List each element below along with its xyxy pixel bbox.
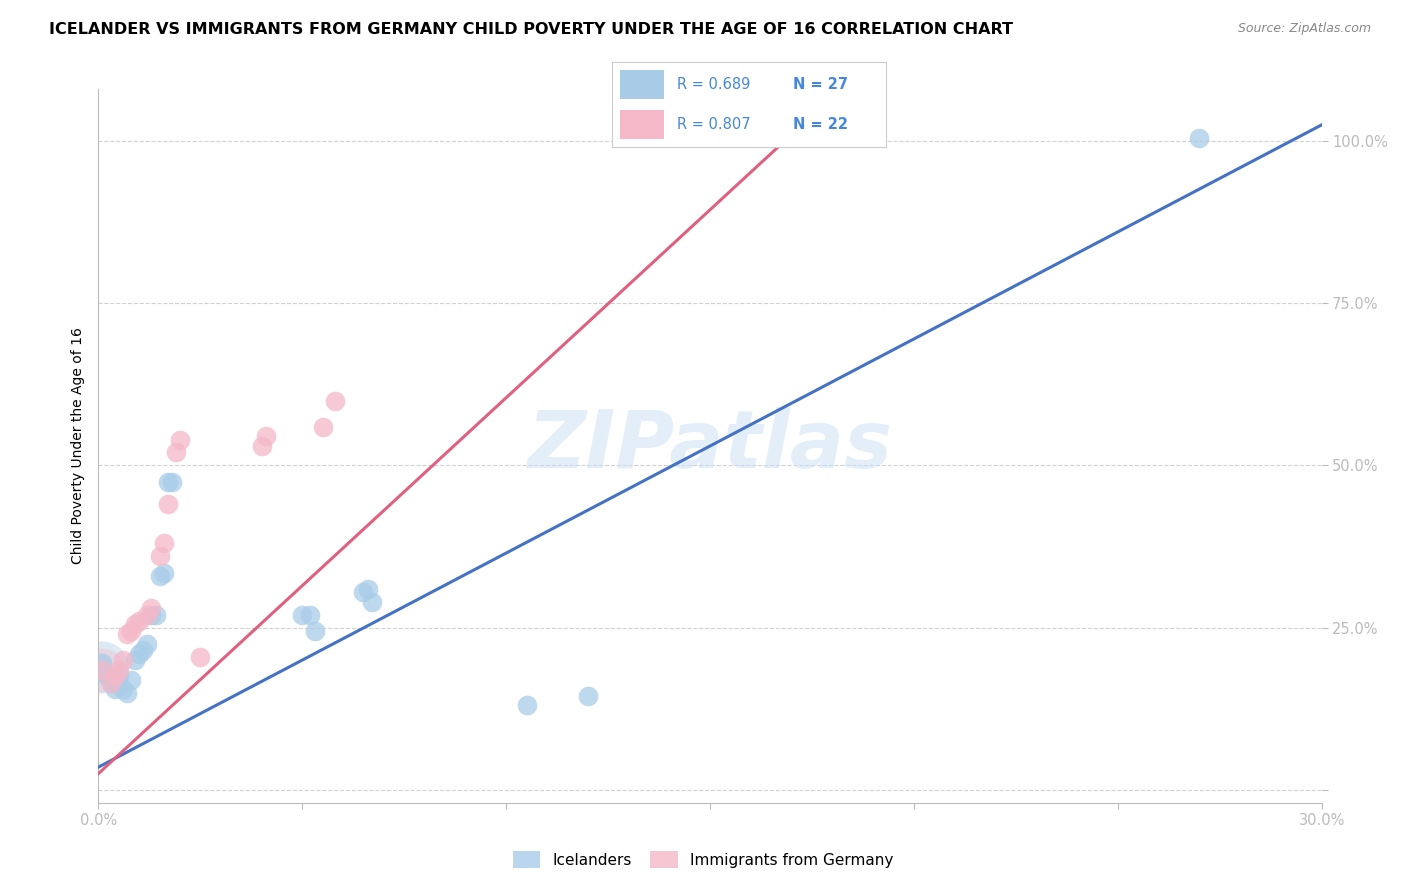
Point	[169, 433, 191, 447]
Text: R = 0.807: R = 0.807	[678, 117, 751, 132]
Point	[360, 595, 382, 609]
FancyBboxPatch shape	[620, 70, 664, 99]
Point	[91, 659, 114, 673]
Point	[323, 393, 346, 408]
Legend: Icelanders, Immigrants from Germany: Icelanders, Immigrants from Germany	[505, 844, 901, 875]
Point	[128, 614, 150, 628]
Text: ICELANDER VS IMMIGRANTS FROM GERMANY CHILD POVERTY UNDER THE AGE OF 16 CORRELATI: ICELANDER VS IMMIGRANTS FROM GERMANY CHI…	[49, 22, 1014, 37]
Point	[136, 607, 159, 622]
Point	[761, 131, 783, 145]
Point	[149, 549, 172, 564]
Point	[124, 617, 146, 632]
Point	[108, 663, 131, 677]
Point	[108, 669, 131, 683]
Point	[91, 657, 114, 671]
Point	[91, 663, 114, 677]
Point	[299, 607, 322, 622]
Point	[1188, 131, 1211, 145]
Point	[141, 607, 163, 622]
Text: ZIPatlas: ZIPatlas	[527, 407, 893, 485]
Point	[149, 568, 172, 582]
Point	[291, 607, 314, 622]
Point	[516, 698, 538, 713]
Point	[156, 475, 179, 489]
Point	[115, 685, 138, 699]
Point	[128, 647, 150, 661]
FancyBboxPatch shape	[620, 110, 664, 139]
Point	[111, 653, 134, 667]
Point	[576, 689, 599, 703]
Point	[111, 682, 134, 697]
Point	[136, 637, 159, 651]
Point	[156, 497, 179, 511]
Point	[152, 566, 174, 580]
Text: N = 22: N = 22	[793, 117, 848, 132]
Point	[165, 445, 187, 459]
Point	[254, 429, 277, 443]
Point	[104, 669, 127, 683]
Point	[91, 663, 114, 677]
Text: Source: ZipAtlas.com: Source: ZipAtlas.com	[1237, 22, 1371, 36]
Point	[100, 675, 122, 690]
Point	[132, 643, 155, 657]
Point	[250, 439, 273, 453]
Point	[145, 607, 167, 622]
Point	[152, 536, 174, 550]
Point	[312, 419, 335, 434]
Point	[124, 653, 146, 667]
Point	[304, 624, 326, 638]
Point	[100, 675, 122, 690]
Point	[115, 627, 138, 641]
Point	[96, 669, 118, 683]
Point	[120, 673, 142, 687]
Point	[141, 601, 163, 615]
Y-axis label: Child Poverty Under the Age of 16: Child Poverty Under the Age of 16	[70, 327, 84, 565]
Point	[104, 682, 127, 697]
Point	[120, 624, 142, 638]
Point	[188, 649, 212, 664]
Point	[160, 475, 183, 489]
Text: N = 27: N = 27	[793, 77, 848, 92]
Point	[356, 582, 378, 596]
Point	[352, 585, 374, 599]
Text: R = 0.689: R = 0.689	[678, 77, 751, 92]
